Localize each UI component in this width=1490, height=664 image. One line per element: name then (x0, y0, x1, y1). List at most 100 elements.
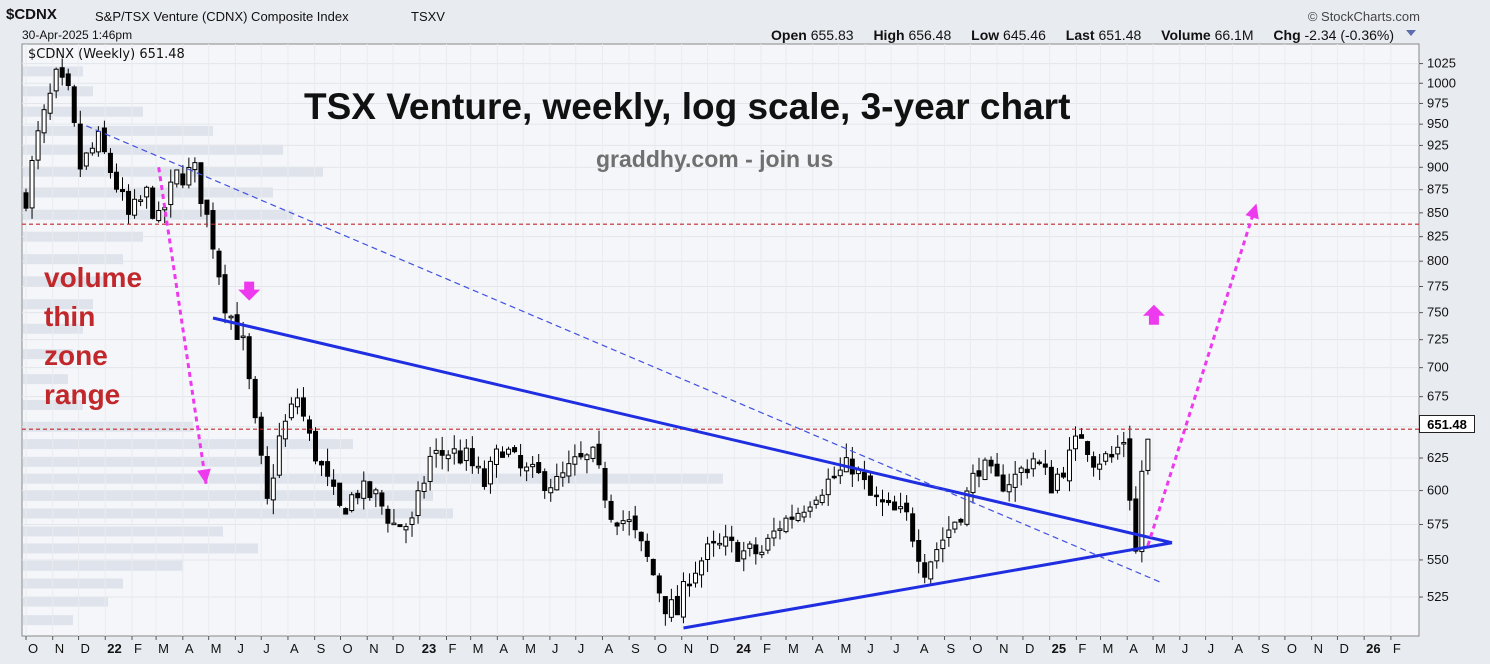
candle-body (391, 522, 397, 526)
y-tick-label: 575 (1427, 516, 1449, 531)
candle-body (150, 187, 156, 219)
y-tick-label: 925 (1427, 137, 1449, 152)
candle-body (1115, 446, 1121, 455)
x-tick-label: O (657, 641, 667, 656)
candle-body (113, 171, 119, 190)
candle-body (735, 542, 741, 562)
candle-body (228, 315, 234, 319)
annotation-arrow-head (1245, 203, 1259, 220)
x-tick-label: N (1314, 641, 1323, 656)
candle-body (180, 173, 186, 186)
candle-body (1000, 474, 1006, 492)
candle-body (506, 448, 512, 455)
trendline (212, 316, 1173, 545)
candle-body (590, 446, 596, 459)
volume-profile-bar (23, 490, 433, 501)
candle-body (759, 551, 765, 556)
volume-note-line: volume (44, 262, 143, 293)
high-label: High (873, 27, 905, 43)
chevron-down-icon[interactable] (1406, 30, 1416, 36)
candle-body (361, 480, 367, 499)
x-tick-label: J (552, 641, 559, 656)
candle-body (421, 482, 427, 492)
candle-body (922, 562, 928, 578)
candle-body (644, 540, 650, 557)
candle-body (1054, 473, 1060, 491)
candle-body (578, 452, 584, 458)
candle-body (771, 530, 777, 539)
candle-body (1030, 458, 1036, 470)
last-price-tag: 651.48 (1419, 415, 1475, 433)
overlays (22, 125, 1419, 630)
candle-body (783, 517, 789, 533)
candles (23, 58, 1151, 626)
candle-body (1018, 467, 1024, 473)
x-tick-label: A (815, 641, 824, 656)
open-value: 655.83 (810, 27, 854, 43)
candle-body (1060, 472, 1066, 478)
volume-profile (23, 66, 723, 626)
volume-profile-bar (23, 349, 73, 360)
y-tick-label: 900 (1427, 159, 1449, 174)
candle-body (867, 475, 873, 496)
candle-body (705, 543, 711, 560)
candle-body (457, 450, 463, 464)
y-tick-label: 825 (1427, 229, 1449, 244)
x-tick-label: A (604, 641, 613, 656)
candle-body (35, 130, 41, 161)
x-tick-label: J (1208, 641, 1215, 656)
volume-profile-bar (23, 473, 723, 484)
x-tick-label: S (317, 641, 326, 656)
x-tick-label: M (525, 641, 536, 656)
symbol: $CDNX (6, 6, 57, 23)
y-tick-label: 950 (1427, 116, 1449, 131)
x-tick-label: 25 (1052, 641, 1066, 656)
candle-body (602, 467, 608, 501)
candle-body (1145, 438, 1151, 471)
low-value: 645.46 (1003, 27, 1046, 43)
candle-body (156, 210, 162, 222)
candle-body (409, 517, 415, 525)
candle-body (313, 430, 319, 462)
candle-body (680, 581, 686, 618)
volume-profile-bar (23, 439, 353, 450)
y-tick-label: 750 (1427, 305, 1449, 320)
candle-body (107, 152, 113, 173)
candle-body (83, 152, 89, 167)
candle-body (879, 499, 885, 503)
volume-profile-bar (23, 374, 68, 385)
y-tick-label: 1025 (1427, 56, 1456, 71)
candle-body (319, 460, 325, 466)
volume-profile-bar (23, 166, 323, 177)
candle-body (1066, 449, 1072, 482)
volume-profile-bar (23, 254, 123, 265)
volume-profile-bar (23, 125, 213, 136)
candle-body (674, 595, 680, 616)
x-tick-label: M (473, 641, 484, 656)
volume-label: Volume (1161, 27, 1211, 43)
volume-profile-bar (23, 615, 73, 626)
candle-body (499, 451, 505, 458)
candle-body (699, 560, 705, 576)
candle-body (928, 561, 934, 580)
x-tick-label: J (1182, 641, 1189, 656)
candle-body (397, 524, 403, 528)
volume-profile-bar (23, 596, 108, 607)
candle-body (1036, 461, 1042, 465)
y-tick-label: 775 (1427, 279, 1449, 294)
y-tick-label: 800 (1427, 253, 1449, 268)
candle-body (512, 447, 518, 453)
candle-body (1121, 441, 1127, 445)
x-tick-label: 23 (422, 641, 436, 656)
candle-body (946, 529, 952, 538)
y-tick-label: 700 (1427, 360, 1449, 375)
volume-profile-bar (23, 144, 283, 155)
candle-body (952, 521, 958, 530)
candle-body (801, 511, 807, 518)
x-tick-label: 26 (1366, 641, 1380, 656)
candle-body (584, 454, 590, 461)
candle-body (958, 518, 964, 523)
candle-body (204, 199, 210, 215)
x-tick-label: M (1155, 641, 1166, 656)
candle-body (620, 520, 626, 525)
